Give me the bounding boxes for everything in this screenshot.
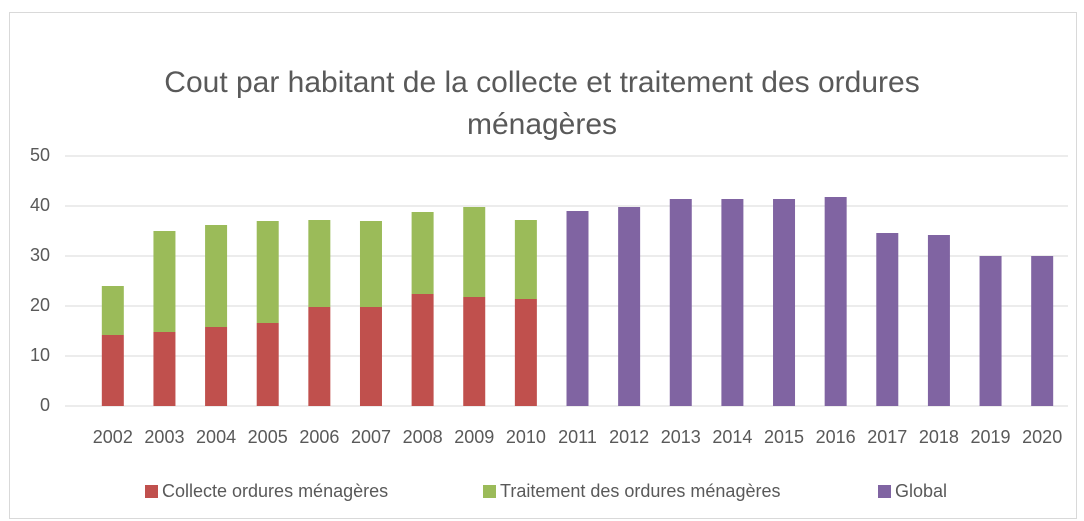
- y-tick-label: 10: [30, 345, 50, 365]
- x-tick-label: 2011: [558, 427, 597, 447]
- legend-label: Traitement des ordures ménagères: [500, 481, 780, 501]
- bar-segment: [359, 307, 382, 406]
- bar-segment: [618, 207, 641, 406]
- chart-title: Cout par habitant de la collecte et trai…: [164, 66, 920, 141]
- x-tick-label: 2008: [403, 427, 443, 447]
- legend-swatch: [878, 485, 891, 498]
- x-tick-label: 2013: [661, 427, 701, 447]
- bar-segment: [514, 220, 537, 299]
- chart-frame: [9, 12, 1077, 519]
- bar-segment: [205, 225, 228, 327]
- x-tick-label: 2017: [867, 427, 907, 447]
- bar-segment: [359, 221, 382, 307]
- bar-segment: [773, 199, 796, 406]
- x-tick-label: 2010: [506, 427, 546, 447]
- x-tick-label: 2003: [144, 427, 184, 447]
- x-tick-label: 2016: [816, 427, 856, 447]
- legend-swatch: [483, 485, 496, 498]
- bar-segment: [411, 212, 434, 294]
- bar-segment: [153, 231, 176, 332]
- legend-swatch: [145, 485, 158, 498]
- x-tick-label: 2004: [196, 427, 236, 447]
- bar-segment: [101, 335, 124, 406]
- bar-segment: [463, 207, 486, 297]
- x-tick-label: 2007: [351, 427, 391, 447]
- x-tick-label: 2019: [971, 427, 1011, 447]
- bar-segment: [566, 211, 589, 406]
- x-tick-label: 2014: [712, 427, 752, 447]
- bar-segment: [308, 307, 331, 406]
- legend-label: Global: [895, 481, 947, 501]
- x-tick-label: 2005: [248, 427, 288, 447]
- bar-segment: [927, 235, 950, 406]
- bar-segment: [876, 233, 899, 406]
- x-tick-label: 2002: [93, 427, 133, 447]
- bar-segment: [463, 297, 486, 406]
- x-tick-label: 2006: [299, 427, 339, 447]
- bar-segment: [308, 220, 331, 307]
- y-tick-label: 0: [40, 395, 50, 415]
- legend-label: Collecte ordures ménagères: [162, 481, 388, 501]
- x-tick-label: 2012: [609, 427, 649, 447]
- bar-segment: [256, 221, 279, 323]
- bar-segment: [411, 294, 434, 406]
- x-tick-label: 2020: [1022, 427, 1062, 447]
- y-tick-label: 30: [30, 245, 50, 265]
- bar-segment: [669, 199, 692, 406]
- bar-segment: [1031, 256, 1054, 406]
- bar-segment: [101, 286, 124, 335]
- bar-segment: [153, 332, 176, 406]
- bar-segment: [205, 327, 228, 406]
- y-tick-label: 20: [30, 295, 50, 315]
- bar-segment: [256, 323, 279, 406]
- x-tick-label: 2015: [764, 427, 804, 447]
- y-tick-label: 40: [30, 195, 50, 215]
- x-tick-label: 2009: [454, 427, 494, 447]
- bar-segment: [824, 197, 847, 406]
- x-tick-label: 2018: [919, 427, 959, 447]
- y-tick-label: 50: [30, 145, 50, 165]
- bar-segment: [514, 299, 537, 406]
- bar-segment: [721, 199, 744, 406]
- bar-segment: [979, 256, 1002, 406]
